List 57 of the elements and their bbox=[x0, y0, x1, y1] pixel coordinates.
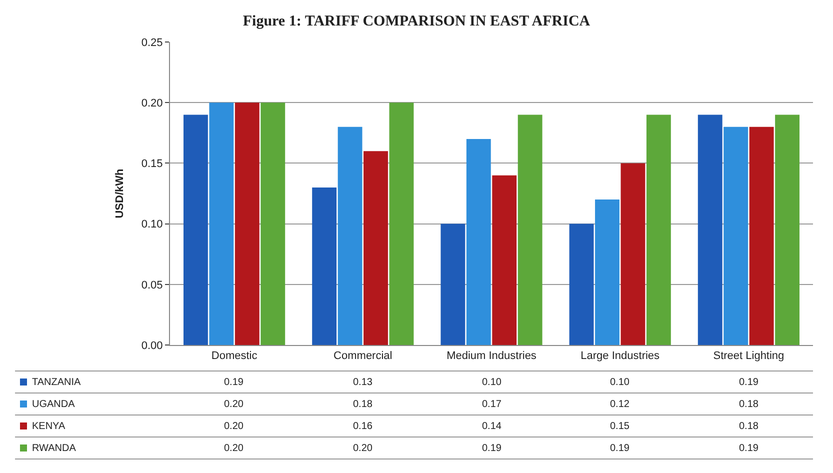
bar bbox=[492, 175, 517, 345]
bar bbox=[234, 102, 260, 345]
x-tick-label: Street Lighting bbox=[713, 350, 784, 362]
y-axis-title: USD/kWh bbox=[114, 168, 126, 218]
legend-label: UGANDA bbox=[32, 399, 76, 410]
data-label: 0.20 bbox=[224, 443, 244, 454]
data-label: 0.16 bbox=[353, 421, 373, 432]
bar bbox=[209, 102, 234, 345]
legend-label: TANZANIA bbox=[32, 377, 82, 388]
bar bbox=[184, 114, 208, 345]
data-label: 0.17 bbox=[482, 399, 502, 410]
data-label: 0.20 bbox=[224, 399, 244, 410]
bar bbox=[620, 163, 646, 345]
data-label: 0.19 bbox=[739, 443, 759, 454]
data-label: 0.15 bbox=[610, 421, 630, 432]
bar bbox=[338, 126, 362, 345]
data-label: 0.20 bbox=[224, 421, 244, 432]
data-label: 0.10 bbox=[482, 377, 502, 388]
y-tick-label: 0.00 bbox=[141, 340, 163, 352]
data-label: 0.12 bbox=[610, 399, 630, 410]
data-label: 0.18 bbox=[739, 399, 759, 410]
y-tick-label: 0.20 bbox=[141, 97, 163, 110]
x-tick-label: Commercial bbox=[334, 350, 392, 362]
data-label: 0.13 bbox=[353, 377, 373, 388]
bar bbox=[389, 102, 414, 345]
bar bbox=[569, 224, 594, 345]
bar bbox=[749, 126, 774, 345]
legend-label: RWANDA bbox=[32, 443, 76, 454]
legend-label: KENYA bbox=[32, 421, 66, 432]
bar bbox=[518, 114, 542, 345]
data-label: 0.19 bbox=[482, 443, 502, 454]
y-tick-label: 0.05 bbox=[141, 279, 163, 292]
data-label: 0.19 bbox=[739, 377, 759, 388]
x-tick-label: Medium Industries bbox=[446, 350, 537, 362]
data-label: 0.19 bbox=[610, 443, 630, 454]
bar bbox=[775, 114, 800, 345]
data-label: 0.14 bbox=[482, 421, 502, 432]
x-tick-label: Domestic bbox=[211, 350, 258, 362]
y-tick-label: 0.25 bbox=[141, 36, 163, 49]
x-tick-label: Large Industries bbox=[580, 350, 660, 362]
bar bbox=[312, 187, 337, 345]
bar bbox=[466, 138, 491, 345]
data-label: 0.18 bbox=[353, 399, 373, 410]
bar bbox=[364, 151, 388, 345]
bar bbox=[724, 126, 748, 345]
bar bbox=[260, 102, 286, 345]
bar bbox=[595, 200, 620, 345]
bar bbox=[698, 114, 722, 345]
data-label: 0.19 bbox=[224, 377, 244, 388]
y-tick-label: 0.10 bbox=[141, 218, 163, 231]
y-tick-label: 0.15 bbox=[141, 158, 163, 170]
data-label: 0.10 bbox=[610, 377, 630, 388]
data-label: 0.18 bbox=[739, 421, 759, 432]
bar bbox=[646, 114, 671, 345]
bar bbox=[440, 224, 466, 345]
chart-title: Figure 1: TARIFF COMPARISON IN EAST AFRICA bbox=[242, 13, 590, 30]
data-label: 0.20 bbox=[353, 443, 373, 454]
